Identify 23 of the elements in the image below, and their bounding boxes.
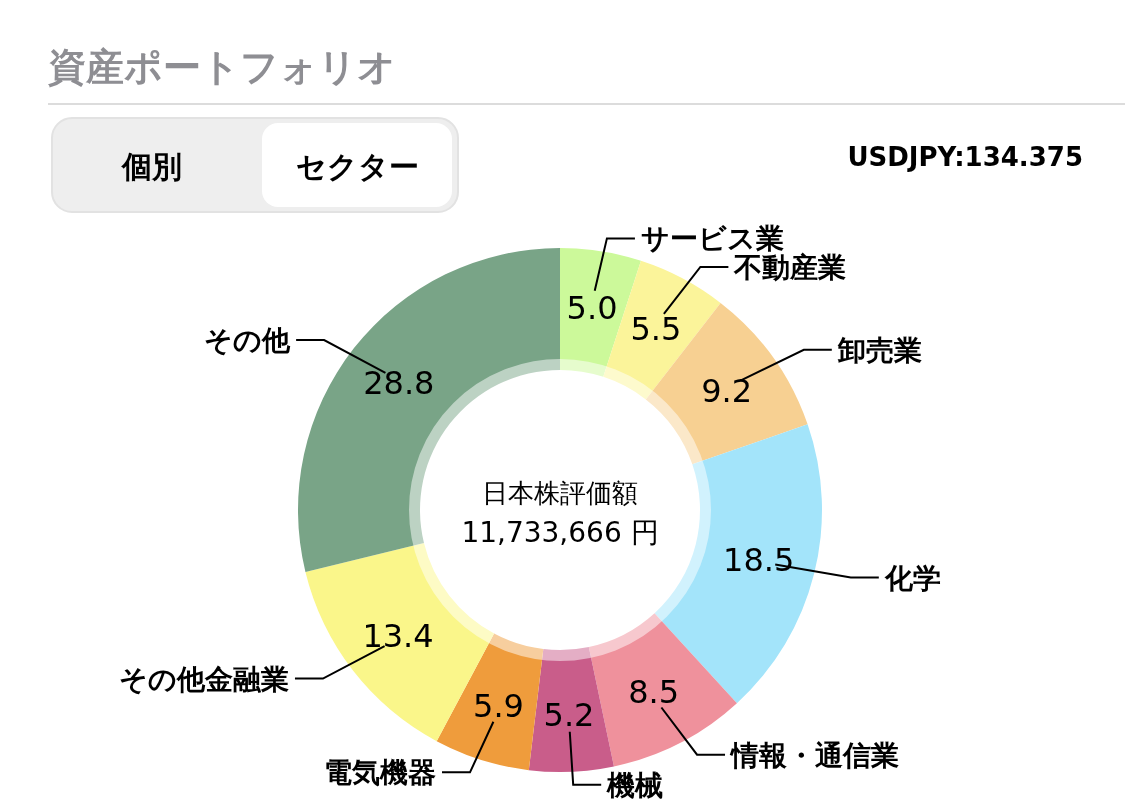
data-label: 5.2 — [543, 695, 595, 734]
data-label: 5.9 — [473, 686, 524, 725]
donut-slice — [436, 633, 544, 771]
slice-label: 卸売業 — [836, 333, 922, 367]
slice-label: 化学 — [883, 561, 941, 595]
data-label: 5.5 — [630, 309, 682, 348]
toggle: 個別 セクター — [51, 117, 459, 213]
chart-title: 資産ポートフォリオ — [48, 45, 396, 89]
slice-label: その他 — [204, 324, 292, 358]
donut-slice — [528, 647, 614, 772]
data-label: 28.8 — [363, 364, 435, 403]
data-label: 18.5 — [723, 541, 795, 580]
slice-label: 情報・通信業 — [729, 738, 900, 772]
slice-label: 機械 — [606, 768, 664, 802]
slice-label: その他金融業 — [118, 662, 289, 696]
data-label: 9.2 — [701, 371, 753, 410]
text: 11,733,666 円 — [461, 516, 659, 549]
text: USDJPY:134.375 — [847, 142, 1083, 172]
text: 日本株評価額 — [482, 478, 638, 508]
slice-label: 電気機器 — [323, 756, 436, 790]
data-label: 8.5 — [628, 673, 680, 712]
data-label: 5.0 — [566, 288, 618, 327]
data-label: 13.4 — [362, 616, 434, 655]
